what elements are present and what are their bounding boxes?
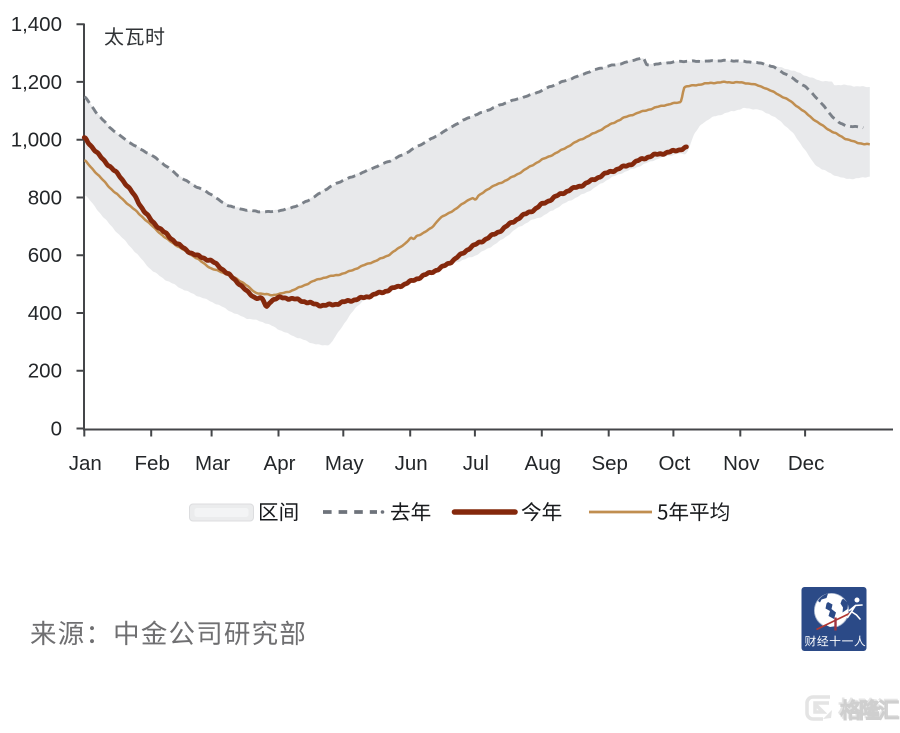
svg-text:Feb: Feb bbox=[135, 452, 170, 475]
svg-text:1,200: 1,200 bbox=[11, 71, 62, 94]
svg-text:1,000: 1,000 bbox=[11, 129, 62, 152]
svg-text:Jan: Jan bbox=[69, 452, 102, 475]
svg-text:Apr: Apr bbox=[264, 452, 296, 475]
svg-text:800: 800 bbox=[28, 187, 62, 210]
svg-text:0: 0 bbox=[51, 418, 62, 441]
svg-text:Jun: Jun bbox=[395, 452, 428, 475]
svg-text:600: 600 bbox=[28, 244, 62, 267]
svg-text:200: 200 bbox=[28, 360, 62, 383]
svg-text:May: May bbox=[325, 452, 364, 475]
svg-text:Oct: Oct bbox=[658, 452, 690, 475]
svg-text:Sep: Sep bbox=[591, 452, 627, 475]
svg-text:400: 400 bbox=[28, 302, 62, 325]
svg-text:Nov: Nov bbox=[723, 452, 760, 475]
svg-text:Jul: Jul bbox=[463, 452, 489, 475]
svg-text:Aug: Aug bbox=[525, 452, 561, 475]
svg-text:1,400: 1,400 bbox=[11, 13, 62, 36]
svg-text:Mar: Mar bbox=[195, 452, 230, 475]
svg-text:Dec: Dec bbox=[788, 452, 824, 475]
